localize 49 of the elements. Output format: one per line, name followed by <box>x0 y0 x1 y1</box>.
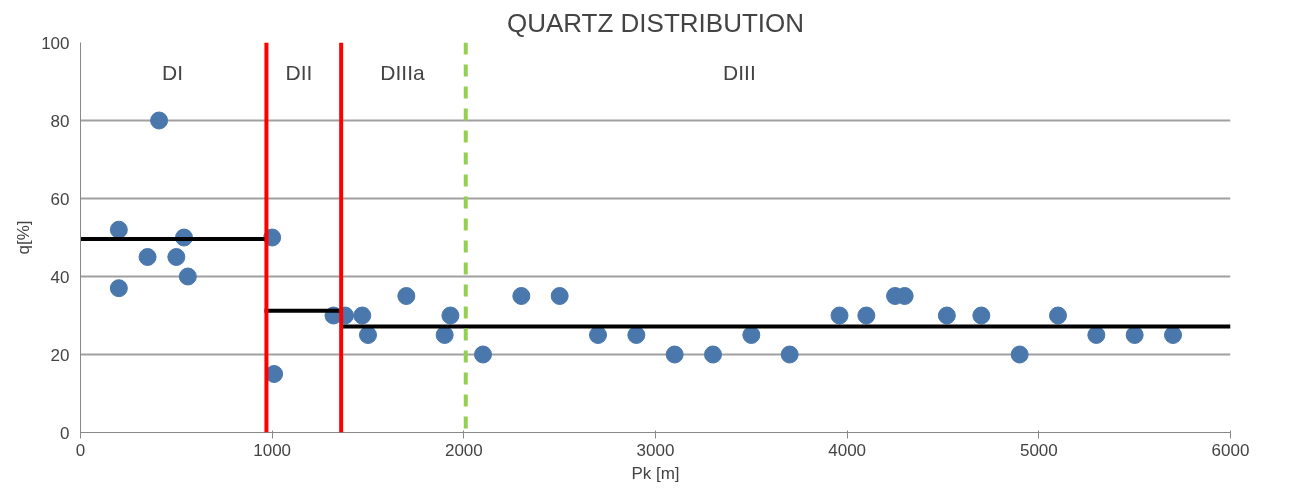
point <box>109 279 128 298</box>
x-tick-label: 1000 <box>253 440 292 460</box>
y-tick-label: 0 <box>60 423 70 443</box>
point <box>665 345 684 364</box>
annotation: DIIIa <box>380 61 425 84</box>
y-tick-label: 20 <box>50 345 70 365</box>
point <box>512 287 531 305</box>
point <box>1164 326 1182 344</box>
point <box>167 248 186 266</box>
point <box>397 287 416 305</box>
point <box>550 287 569 305</box>
point <box>353 306 372 325</box>
x-tick-label: 4000 <box>828 440 867 460</box>
point <box>435 326 454 344</box>
point <box>441 306 460 325</box>
x-tick-label: 0 <box>75 440 86 460</box>
point <box>742 326 761 344</box>
chart-title: QUARTZ DISTRIBUTION <box>506 7 805 38</box>
point <box>857 306 876 325</box>
y-axis-title: q[%] <box>14 220 34 255</box>
point <box>972 306 991 325</box>
y-tick-label: 80 <box>50 111 70 131</box>
point <box>178 267 197 286</box>
x-tick-label: 2000 <box>444 440 483 460</box>
annotation: DII <box>285 61 313 84</box>
x-axis-title: Pk [m] <box>631 463 680 483</box>
point <box>474 345 492 364</box>
point <box>627 326 646 344</box>
point <box>138 248 157 266</box>
point <box>1049 306 1067 325</box>
annotation: DI <box>162 61 183 84</box>
point <box>704 345 722 364</box>
point <box>359 326 377 344</box>
point <box>150 111 169 130</box>
point <box>937 306 956 325</box>
x-tick-label: 5000 <box>1019 440 1058 460</box>
y-tick-label: 60 <box>50 189 70 209</box>
point <box>1010 345 1029 364</box>
y-tick-label: 100 <box>41 33 70 53</box>
point <box>109 220 128 239</box>
point <box>780 345 799 364</box>
point <box>830 306 849 325</box>
x-tick-label: 6000 <box>1211 440 1250 460</box>
point <box>1087 326 1106 344</box>
point <box>1125 326 1144 344</box>
annotation: DIII <box>723 61 756 84</box>
y-tick-label: 40 <box>50 267 70 287</box>
x-tick-label: 3000 <box>636 440 675 460</box>
point <box>589 326 607 344</box>
